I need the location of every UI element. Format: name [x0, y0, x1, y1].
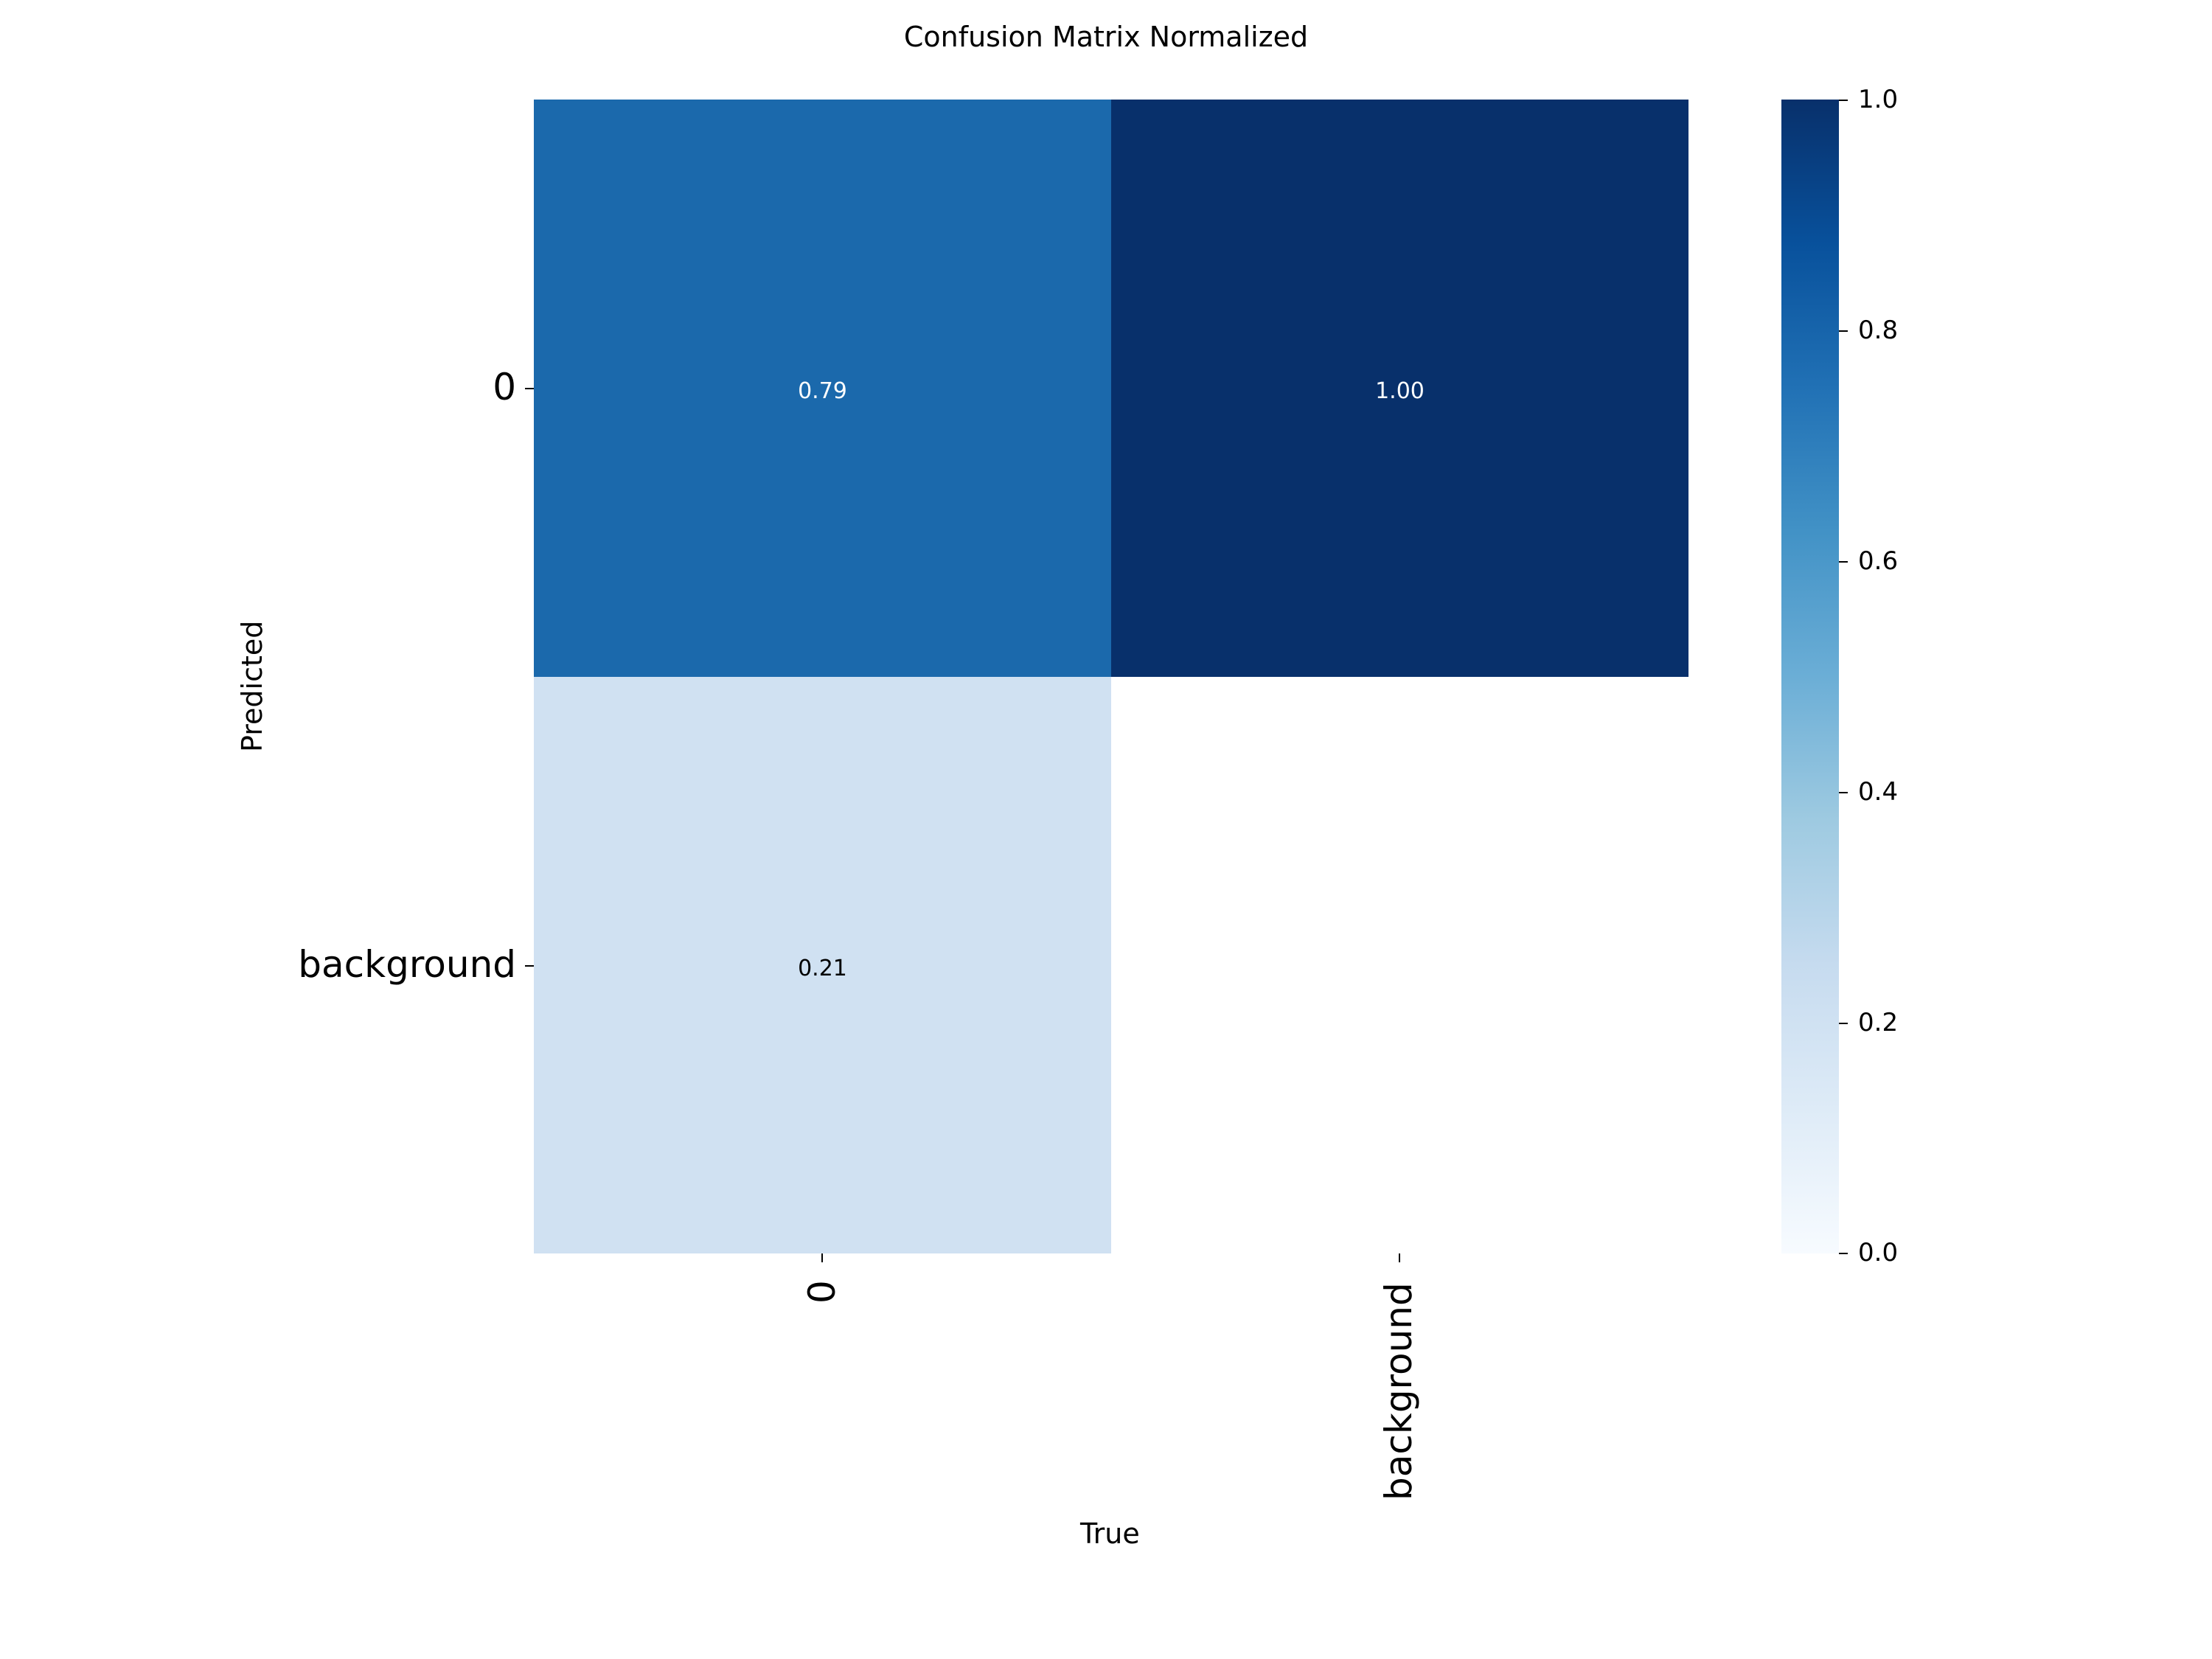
- x-tick-mark: [1399, 1253, 1400, 1262]
- y-axis-label: Predicted: [236, 620, 268, 752]
- chart-title: Confusion Matrix Normalized: [903, 21, 1309, 53]
- cell-pred-0-true-background: 1.00: [1111, 100, 1688, 677]
- x-tick-mark: [821, 1253, 823, 1262]
- y-tick-mark: [525, 388, 534, 389]
- colorbar-label-0.2: 0.2: [1858, 1008, 1899, 1037]
- colorbar-label-0.0: 0.0: [1858, 1238, 1899, 1267]
- cell-pred-background-true-0: 0.21: [534, 677, 1111, 1253]
- y-tick-label-background: background: [298, 943, 516, 986]
- cell-value: 1.00: [1375, 378, 1425, 404]
- colorbar-tick: [1839, 561, 1848, 563]
- colorbar: [1781, 100, 1839, 1253]
- colorbar-label-0.4: 0.4: [1858, 777, 1899, 807]
- cell-value: 0.21: [798, 956, 847, 981]
- x-axis-label: True: [1080, 1517, 1140, 1550]
- y-tick-label-0: 0: [493, 366, 516, 408]
- colorbar-tick: [1839, 1253, 1848, 1254]
- colorbar-tick: [1839, 792, 1848, 793]
- colorbar-label-0.8: 0.8: [1858, 316, 1899, 345]
- colorbar-label-1.0: 1.0: [1858, 85, 1899, 114]
- colorbar-label-0.6: 0.6: [1858, 546, 1899, 576]
- y-tick-mark: [525, 965, 534, 967]
- cell-pred-0-true-0: 0.79: [534, 100, 1111, 677]
- x-tick-label-background: background: [1377, 1282, 1420, 1500]
- colorbar-tick: [1839, 1023, 1848, 1024]
- x-tick-label-0: 0: [801, 1280, 844, 1304]
- cell-value: 0.79: [798, 378, 847, 404]
- cell-pred-background-true-background: [1111, 677, 1688, 1253]
- colorbar-tick: [1839, 330, 1848, 332]
- colorbar-tick: [1839, 100, 1848, 101]
